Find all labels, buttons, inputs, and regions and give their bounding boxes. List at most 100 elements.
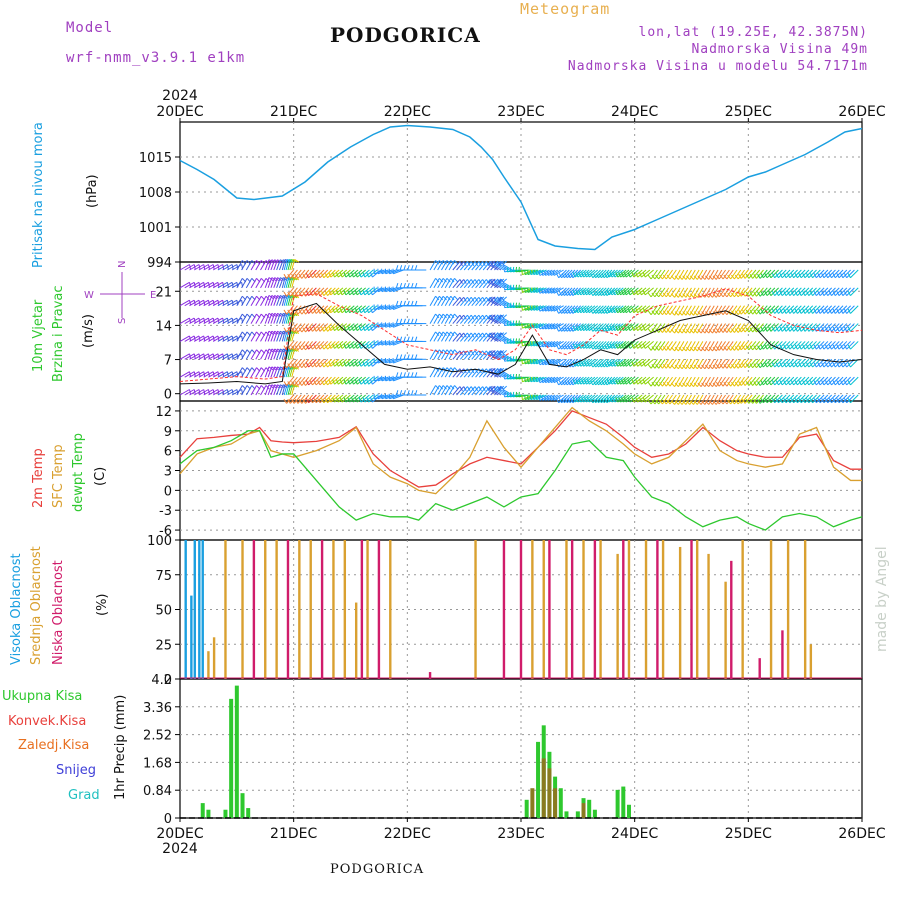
- wind-barb: [838, 358, 848, 368]
- wind-barb-flag: [491, 260, 496, 265]
- wind-barb: [726, 358, 734, 369]
- wind-barb-flag: [670, 400, 676, 405]
- wind-barb: [245, 260, 253, 271]
- wind-barb-flag: [662, 292, 667, 298]
- wind-barb-flag: [666, 274, 671, 280]
- wind-barb: [823, 341, 833, 350]
- wind-barb-flag: [526, 358, 529, 364]
- wind-barb-flag: [817, 326, 821, 332]
- wind-barb-flag: [332, 343, 335, 349]
- wind-barb: [781, 305, 791, 314]
- wind-barb: [429, 295, 436, 306]
- precip-bar: [530, 788, 535, 818]
- wind-barb-flag: [339, 272, 343, 278]
- wind-barb-flag: [832, 273, 836, 279]
- wind-barb: [722, 305, 730, 316]
- wind-barb: [808, 394, 817, 404]
- wind-barb-flag: [313, 273, 317, 279]
- cloud-bar: [212, 637, 216, 679]
- wind-barb-flag: [723, 274, 728, 280]
- wind-barb-flag: [494, 296, 499, 301]
- wind-barb-flag: [802, 380, 806, 386]
- wind-barb-flag: [339, 343, 343, 349]
- wind-barb-flag: [817, 362, 821, 368]
- wind-barb: [372, 341, 382, 349]
- wind-barb-flag: [298, 345, 303, 351]
- wind-barb: [815, 269, 825, 279]
- wind-barb-flag: [794, 273, 798, 279]
- wind-barb-flag: [813, 362, 817, 368]
- wind-barb-flag: [697, 346, 702, 352]
- wind-barb: [429, 278, 436, 289]
- cloud-bar: [730, 560, 733, 679]
- wind-barb-flag: [332, 272, 335, 278]
- wind-barb-flag: [335, 307, 339, 313]
- wind-barb: [330, 376, 340, 385]
- wind-barb-flag: [474, 261, 479, 267]
- wind-barb-flag: [621, 397, 624, 403]
- wind-barb-flag: [674, 382, 679, 388]
- wind-barb-flag: [442, 313, 447, 319]
- wind-barb: [290, 323, 298, 333]
- cloud-bar: [474, 540, 477, 679]
- precip-bar: [558, 788, 563, 818]
- wind-barb-flag: [670, 346, 676, 352]
- wind-barb: [356, 323, 366, 332]
- wind-barb: [641, 376, 651, 385]
- wind-barb-flag: [655, 399, 660, 405]
- wind-barb-flag: [806, 290, 810, 296]
- wind-barb-flag: [496, 350, 502, 355]
- wind-barb-flag: [779, 326, 783, 332]
- wind-barb-flag: [532, 269, 535, 275]
- wind-barb: [208, 353, 219, 360]
- wind-barb: [482, 279, 491, 289]
- wind-barb-flag: [843, 308, 848, 314]
- precip-bar: [229, 698, 234, 818]
- wind-barb: [778, 341, 787, 350]
- wind-barb: [448, 260, 455, 271]
- wind-barb-flag: [575, 325, 579, 331]
- wind-barb: [785, 269, 795, 279]
- wind-barb: [381, 376, 393, 382]
- wind-barb-flag: [606, 397, 610, 403]
- wind-barb-flag: [598, 273, 602, 279]
- wind-barb-flag: [686, 275, 691, 280]
- wind-barb-flag: [572, 343, 576, 349]
- wind-barb-flag: [779, 398, 783, 404]
- wind-barb-flag: [564, 380, 568, 386]
- wind-barb-flag: [813, 290, 817, 296]
- top-date-label: 22DEC: [384, 104, 431, 120]
- wind-barb: [734, 341, 742, 351]
- wind-barb: [293, 376, 302, 386]
- wind-barb-flag: [749, 309, 754, 315]
- wind-barb-flag: [414, 354, 418, 360]
- wind-barb-flag: [836, 326, 840, 332]
- wind-barb-flag: [817, 344, 821, 350]
- wind-barb-flag: [515, 356, 518, 362]
- wind-barb: [212, 335, 223, 342]
- wind-barb-flag: [524, 341, 526, 347]
- wind-barb-flag: [414, 390, 418, 396]
- wind-barb-flag: [771, 362, 776, 368]
- wind-barb-flag: [741, 363, 746, 368]
- wind-barb: [260, 260, 267, 271]
- wind-barb: [429, 331, 436, 342]
- wind-barb: [189, 299, 200, 307]
- wind-barb: [286, 269, 295, 279]
- wind-barb: [429, 349, 436, 360]
- wind-barb-flag: [411, 372, 414, 378]
- wind-barb-flag: [317, 362, 321, 368]
- wind-barb-flag: [802, 398, 806, 404]
- wind-barb: [227, 371, 238, 378]
- wind-barb-flag: [828, 398, 832, 404]
- wind-barb: [800, 358, 810, 368]
- wind-barb: [842, 341, 851, 350]
- precip-bar: [547, 768, 552, 818]
- wind-barb: [770, 341, 779, 350]
- cloud-bar: [599, 540, 602, 679]
- wind-barb: [286, 394, 295, 404]
- wind-barb: [245, 367, 253, 378]
- wind-barb-flag: [335, 290, 339, 296]
- wind-barb: [189, 353, 200, 360]
- wind-barb-flag: [635, 397, 639, 403]
